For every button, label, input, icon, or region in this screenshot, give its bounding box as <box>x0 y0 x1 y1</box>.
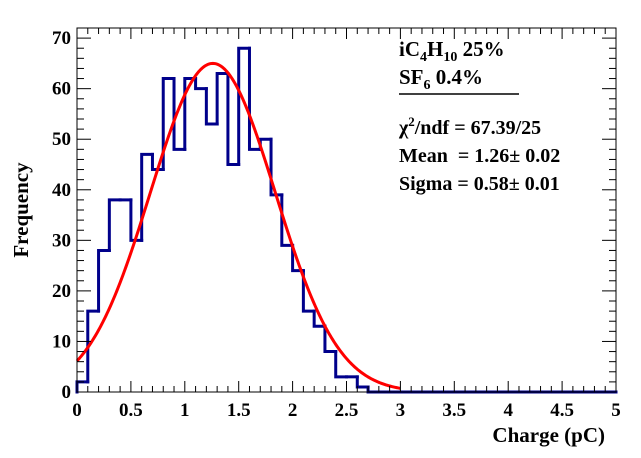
legend-chi2: χ2/ndf = 67.39/25 <box>398 114 541 139</box>
legend-mean: Mean = 1.26± 0.02 <box>399 145 560 167</box>
x-tick-label: 3.5 <box>442 400 466 421</box>
histogram-bin <box>107 198 122 252</box>
histogram-bin <box>194 77 208 91</box>
legend-gas-line-1: iC4H10 25% <box>399 37 505 65</box>
histogram-bin <box>247 46 262 151</box>
x-tick-label: 2.5 <box>335 400 359 421</box>
y-tick-label: 30 <box>52 230 71 251</box>
histogram-bin <box>86 309 101 384</box>
y-axis-label: Frequency <box>9 162 33 258</box>
histogram-bin <box>150 152 165 172</box>
histogram-bin <box>301 269 316 313</box>
histogram-bin <box>226 72 241 166</box>
histogram-bin <box>269 137 284 197</box>
x-tick-label: 3 <box>396 400 406 421</box>
histogram-bin <box>334 350 348 379</box>
histogram-bin <box>215 72 230 126</box>
fit-legend: iC4H10 25% SF6 0.4% χ2/ndf = 67.39/25 Me… <box>398 37 560 195</box>
histogram-bin <box>312 309 327 328</box>
histogram-bin <box>172 77 187 151</box>
histogram-bin <box>140 152 154 242</box>
gaussian-fit-curve <box>75 61 401 390</box>
x-tick-label: 0.5 <box>119 400 143 421</box>
x-tick-label: 0 <box>72 400 82 421</box>
x-tick-label: 1.5 <box>227 400 251 421</box>
x-tick-label: 1 <box>180 400 190 421</box>
histogram-bin <box>237 46 251 166</box>
x-tick-label: 2 <box>288 400 298 421</box>
x-axis-label: Charge (pC) <box>492 423 605 447</box>
histogram-bin <box>161 77 176 172</box>
histogram-bin <box>97 248 111 313</box>
y-tick-label: 50 <box>52 129 71 150</box>
legend-sigma: Sigma = 0.58± 0.01 <box>399 173 560 195</box>
histogram-bin <box>129 198 144 242</box>
histogram-bin <box>323 324 338 354</box>
x-tick-label: 5 <box>611 400 621 421</box>
x-tick-label: 4 <box>503 400 513 421</box>
x-tick-label: 4.5 <box>550 400 574 421</box>
y-tick-label: 0 <box>62 382 72 403</box>
y-tick-label: 70 <box>52 28 71 49</box>
y-tick-label: 60 <box>52 79 71 100</box>
y-tick-label: 40 <box>52 180 71 201</box>
histogram-bin <box>204 87 219 126</box>
y-tick-label: 10 <box>52 331 71 352</box>
y-tick-label: 20 <box>52 281 71 302</box>
axis-ticks <box>76 27 617 393</box>
legend-gas-line-2: SF6 0.4% <box>399 65 483 93</box>
